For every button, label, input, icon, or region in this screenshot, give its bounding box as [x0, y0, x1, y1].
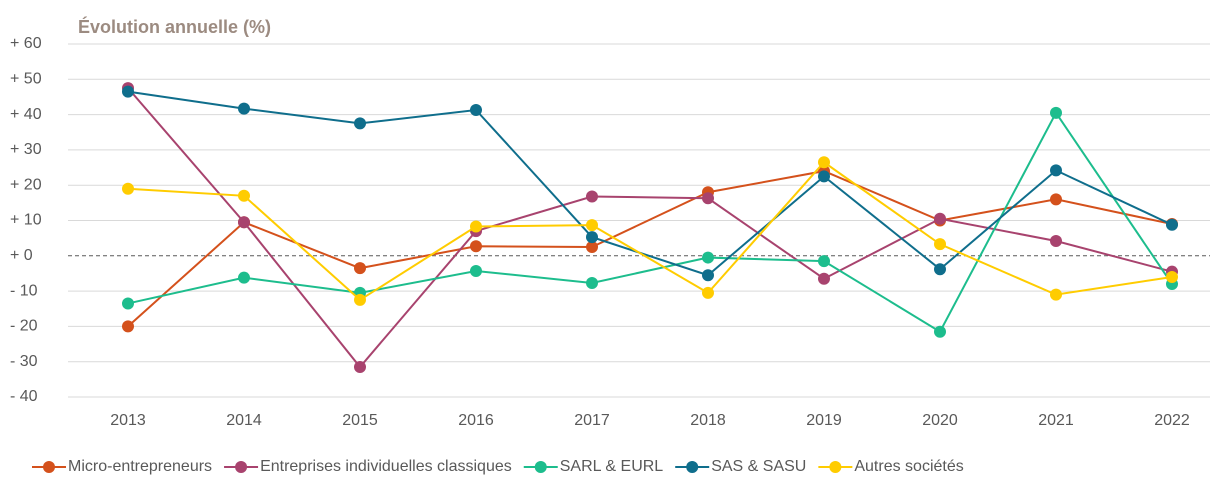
- point: [470, 264, 482, 277]
- point: [702, 286, 714, 299]
- series-line: [127, 110, 1173, 334]
- point: [934, 212, 946, 225]
- point: [934, 238, 946, 251]
- x-tick-label: 2017: [574, 412, 610, 429]
- y-tick-label: - 20: [10, 318, 38, 335]
- point: [702, 251, 714, 264]
- point: [586, 240, 598, 253]
- point: [1166, 218, 1178, 231]
- point: [1050, 288, 1062, 301]
- point: [1050, 106, 1062, 119]
- legend-marker: [829, 461, 842, 473]
- point: [122, 85, 134, 98]
- point: [934, 325, 946, 338]
- legend-marker: [534, 461, 547, 473]
- point: [1050, 164, 1062, 177]
- point: [470, 220, 482, 233]
- point: [818, 255, 830, 268]
- point: [818, 170, 830, 183]
- point: [354, 293, 366, 306]
- point: [470, 104, 482, 117]
- series-line: [127, 170, 1173, 328]
- point: [470, 240, 482, 253]
- point: [818, 156, 830, 169]
- y-tick-label: + 30: [10, 141, 42, 158]
- point: [238, 189, 250, 202]
- point: [1166, 270, 1178, 283]
- point: [586, 231, 598, 244]
- x-tick-label: 2022: [1154, 412, 1190, 429]
- legend-marker: [43, 461, 55, 473]
- point: [586, 276, 598, 289]
- series-line: [127, 160, 1173, 302]
- point: [586, 219, 598, 232]
- y-tick-label: + 20: [10, 176, 42, 193]
- x-tick-label: 2019: [806, 412, 842, 429]
- x-tick-label: 2016: [458, 412, 494, 429]
- point: [702, 269, 714, 282]
- y-tick-label: + 60: [10, 35, 42, 52]
- point: [702, 192, 714, 205]
- point: [122, 297, 134, 310]
- legend-label: Entreprises individuelles classiques: [260, 458, 512, 475]
- x-tick-label: 2013: [110, 412, 146, 429]
- y-tick-label: - 40: [10, 388, 38, 405]
- point: [122, 320, 134, 333]
- point: [1050, 193, 1062, 206]
- legend-label: Autres sociétés: [854, 458, 963, 475]
- point: [354, 117, 366, 130]
- legend-label: SARL & EURL: [560, 458, 664, 475]
- point: [1050, 234, 1062, 247]
- chart-title: Évolution annuelle (%): [78, 16, 271, 37]
- point: [354, 360, 366, 373]
- y-tick-label: - 10: [10, 282, 38, 299]
- point: [818, 272, 830, 285]
- y-tick-label: + 40: [10, 106, 42, 123]
- y-tick-label: + 0: [10, 247, 33, 264]
- point: [238, 102, 250, 115]
- x-tick-label: 2014: [226, 412, 262, 429]
- point: [354, 262, 366, 275]
- legend-label: SAS & SASU: [711, 458, 806, 475]
- point: [934, 263, 946, 276]
- x-tick-label: 2021: [1038, 412, 1074, 429]
- point: [238, 216, 250, 229]
- point: [122, 182, 134, 195]
- series-line: [127, 87, 1173, 369]
- y-tick-label: + 50: [10, 71, 42, 88]
- series-line: [127, 90, 1173, 277]
- legend-marker: [235, 461, 248, 473]
- y-tick-label: - 30: [10, 353, 38, 370]
- legend-label: Micro-entrepreneurs: [68, 458, 212, 475]
- y-tick-label: + 10: [10, 212, 42, 229]
- x-tick-label: 2020: [922, 412, 958, 429]
- legend-marker: [686, 461, 699, 473]
- point: [586, 190, 598, 203]
- point: [238, 271, 250, 284]
- x-tick-label: 2015: [342, 412, 378, 429]
- x-tick-label: 2018: [690, 412, 726, 429]
